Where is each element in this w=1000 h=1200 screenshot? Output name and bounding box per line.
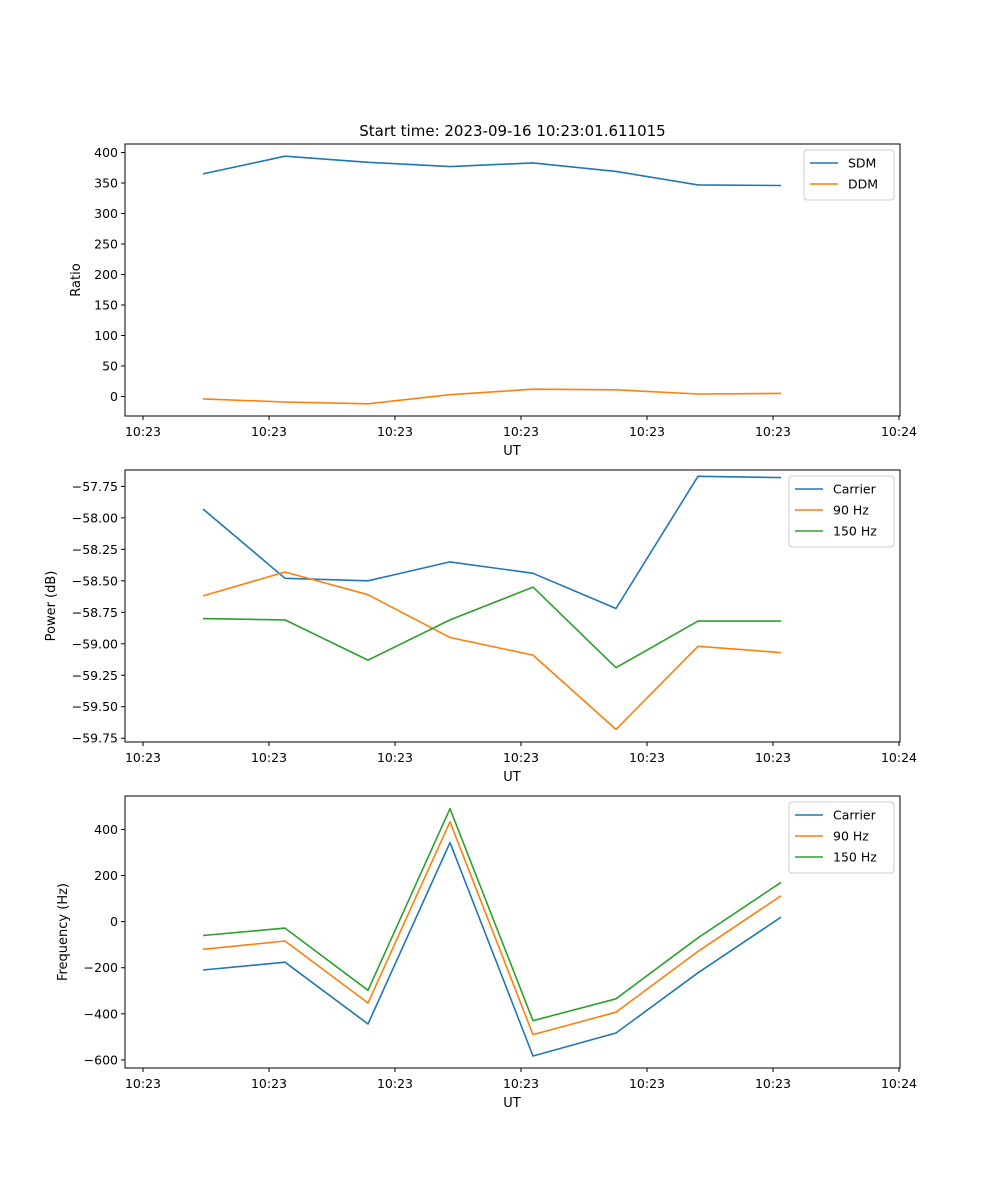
y-tick-label: −59.75 (72, 731, 118, 746)
x-tick-label: 10:24 (881, 1076, 917, 1091)
x-tick-label: 10:24 (881, 424, 917, 439)
x-axis-label: UT (503, 444, 521, 459)
x-tick-label: 10:23 (503, 750, 539, 765)
y-tick-label: −59.00 (72, 636, 118, 651)
y-tick-label: −58.75 (72, 605, 118, 620)
y-tick-label: −58.25 (72, 542, 118, 557)
y-tick-label: 200 (94, 868, 118, 883)
y-tick-label: −200 (84, 960, 118, 975)
y-tick-label: 400 (94, 145, 118, 160)
axes-frame (124, 469, 901, 743)
x-tick-label: 10:23 (125, 750, 161, 765)
x-axis-label: UT (503, 770, 521, 785)
y-tick-label: 0 (110, 389, 118, 404)
y-tick-label: 200 (94, 267, 118, 282)
y-axis-label: Ratio (69, 263, 84, 296)
figure-title: Start time: 2023-09-16 10:23:01.611015 (359, 122, 665, 140)
series-line-150-hz (202, 586, 781, 669)
x-tick-label: 10:23 (125, 424, 161, 439)
legend-label: 150 Hz (833, 850, 877, 865)
y-tick-label: 400 (94, 822, 118, 837)
y-tick-label: −58.50 (72, 573, 118, 588)
y-tick-label: 300 (94, 206, 118, 221)
legend-label: Carrier (833, 482, 877, 497)
x-tick-label: 10:23 (377, 750, 413, 765)
x-tick-label: 10:23 (125, 1076, 161, 1091)
y-tick-label: −57.75 (72, 479, 118, 494)
legend-label: 90 Hz (833, 503, 869, 518)
y-axis-label: Frequency (Hz) (56, 883, 71, 981)
series-line-carrier (202, 475, 782, 610)
x-tick-label: 10:23 (629, 1076, 665, 1091)
y-axis-label: Power (dB) (44, 571, 59, 642)
x-tick-label: 10:23 (251, 750, 287, 765)
y-tick-label: −59.25 (72, 668, 118, 683)
subplots: 10:23 10:23 10:23 10:23 10:23 10:23 10:24 UT 0 50… (44, 143, 917, 1111)
subplot-1: 10:23 10:23 10:23 10:23 10:23 10:23 10:24 UT 0 50… (69, 143, 917, 459)
legend: Carrier 90 Hz 150 Hz (788, 801, 895, 874)
legend-label: SDM (848, 156, 876, 171)
x-tick-label: 10:23 (755, 1076, 791, 1091)
y-tick-label: −600 (84, 1052, 118, 1067)
legend-box (788, 475, 895, 548)
x-tick-label: 10:23 (629, 424, 665, 439)
series-line-90-hz (202, 571, 782, 731)
legend-label: 150 Hz (833, 524, 877, 539)
x-tick-label: 10:23 (755, 750, 791, 765)
legend-label: Carrier (833, 808, 877, 823)
axes-frame (124, 795, 901, 1069)
series-line-ddm (202, 388, 782, 405)
y-tick-label: 350 (94, 176, 118, 191)
legend: Carrier 90 Hz 150 Hz (788, 475, 895, 548)
legend-label: 90 Hz (833, 829, 869, 844)
series-line-carrier (202, 841, 782, 1057)
y-tick-label: 250 (94, 237, 118, 252)
y-tick-label: 0 (110, 914, 118, 929)
y-tick-label: −400 (84, 1006, 118, 1021)
y-tick-label: 50 (102, 358, 118, 373)
y-tick-label: 150 (94, 298, 118, 313)
series-line-90-hz (202, 820, 782, 1036)
x-tick-label: 10:23 (251, 424, 287, 439)
series-line-150-hz (202, 807, 782, 1022)
subplot-3: 10:23 10:23 10:23 10:23 10:23 10:23 10:24 UT −60… (56, 795, 917, 1111)
x-tick-label: 10:24 (881, 750, 917, 765)
x-axis-label: UT (503, 1096, 521, 1111)
legend-label: DDM (848, 177, 878, 192)
y-tick-label: −59.50 (72, 699, 118, 714)
x-tick-label: 10:23 (503, 424, 539, 439)
x-tick-label: 10:23 (755, 424, 791, 439)
y-tick-label: −58.00 (72, 510, 118, 525)
x-tick-label: 10:23 (251, 1076, 287, 1091)
series-line-sdm (202, 155, 782, 187)
legend: SDM DDM (803, 149, 895, 201)
subplot-2: 10:23 10:23 10:23 10:23 10:23 10:23 10:24 UT −59… (44, 469, 917, 785)
x-tick-label: 10:23 (503, 1076, 539, 1091)
x-tick-label: 10:23 (377, 1076, 413, 1091)
legend-box (788, 801, 895, 874)
axes-frame (124, 143, 901, 417)
y-tick-label: 100 (94, 328, 118, 343)
x-tick-label: 10:23 (629, 750, 665, 765)
x-tick-label: 10:23 (377, 424, 413, 439)
